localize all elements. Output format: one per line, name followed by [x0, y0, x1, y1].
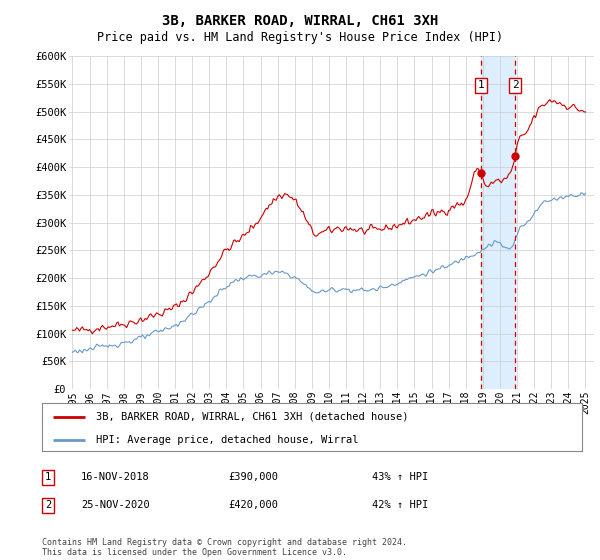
Text: Contains HM Land Registry data © Crown copyright and database right 2024.
This d: Contains HM Land Registry data © Crown c…: [42, 538, 407, 557]
Text: 43% ↑ HPI: 43% ↑ HPI: [372, 472, 428, 482]
Bar: [481, 56, 515, 389]
Text: 16-NOV-2018: 16-NOV-2018: [81, 472, 150, 482]
Text: 1: 1: [478, 81, 484, 90]
Text: 1: 1: [45, 472, 51, 482]
Text: £390,000: £390,000: [228, 472, 278, 482]
Text: Price paid vs. HM Land Registry's House Price Index (HPI): Price paid vs. HM Land Registry's House …: [97, 31, 503, 44]
Text: 42% ↑ HPI: 42% ↑ HPI: [372, 500, 428, 510]
Text: 3B, BARKER ROAD, WIRRAL, CH61 3XH (detached house): 3B, BARKER ROAD, WIRRAL, CH61 3XH (detac…: [96, 412, 409, 422]
Text: 2: 2: [45, 500, 51, 510]
Text: 2: 2: [512, 81, 519, 90]
Text: 3B, BARKER ROAD, WIRRAL, CH61 3XH: 3B, BARKER ROAD, WIRRAL, CH61 3XH: [162, 14, 438, 28]
Text: HPI: Average price, detached house, Wirral: HPI: Average price, detached house, Wirr…: [96, 435, 359, 445]
Text: 25-NOV-2020: 25-NOV-2020: [81, 500, 150, 510]
Text: £420,000: £420,000: [228, 500, 278, 510]
